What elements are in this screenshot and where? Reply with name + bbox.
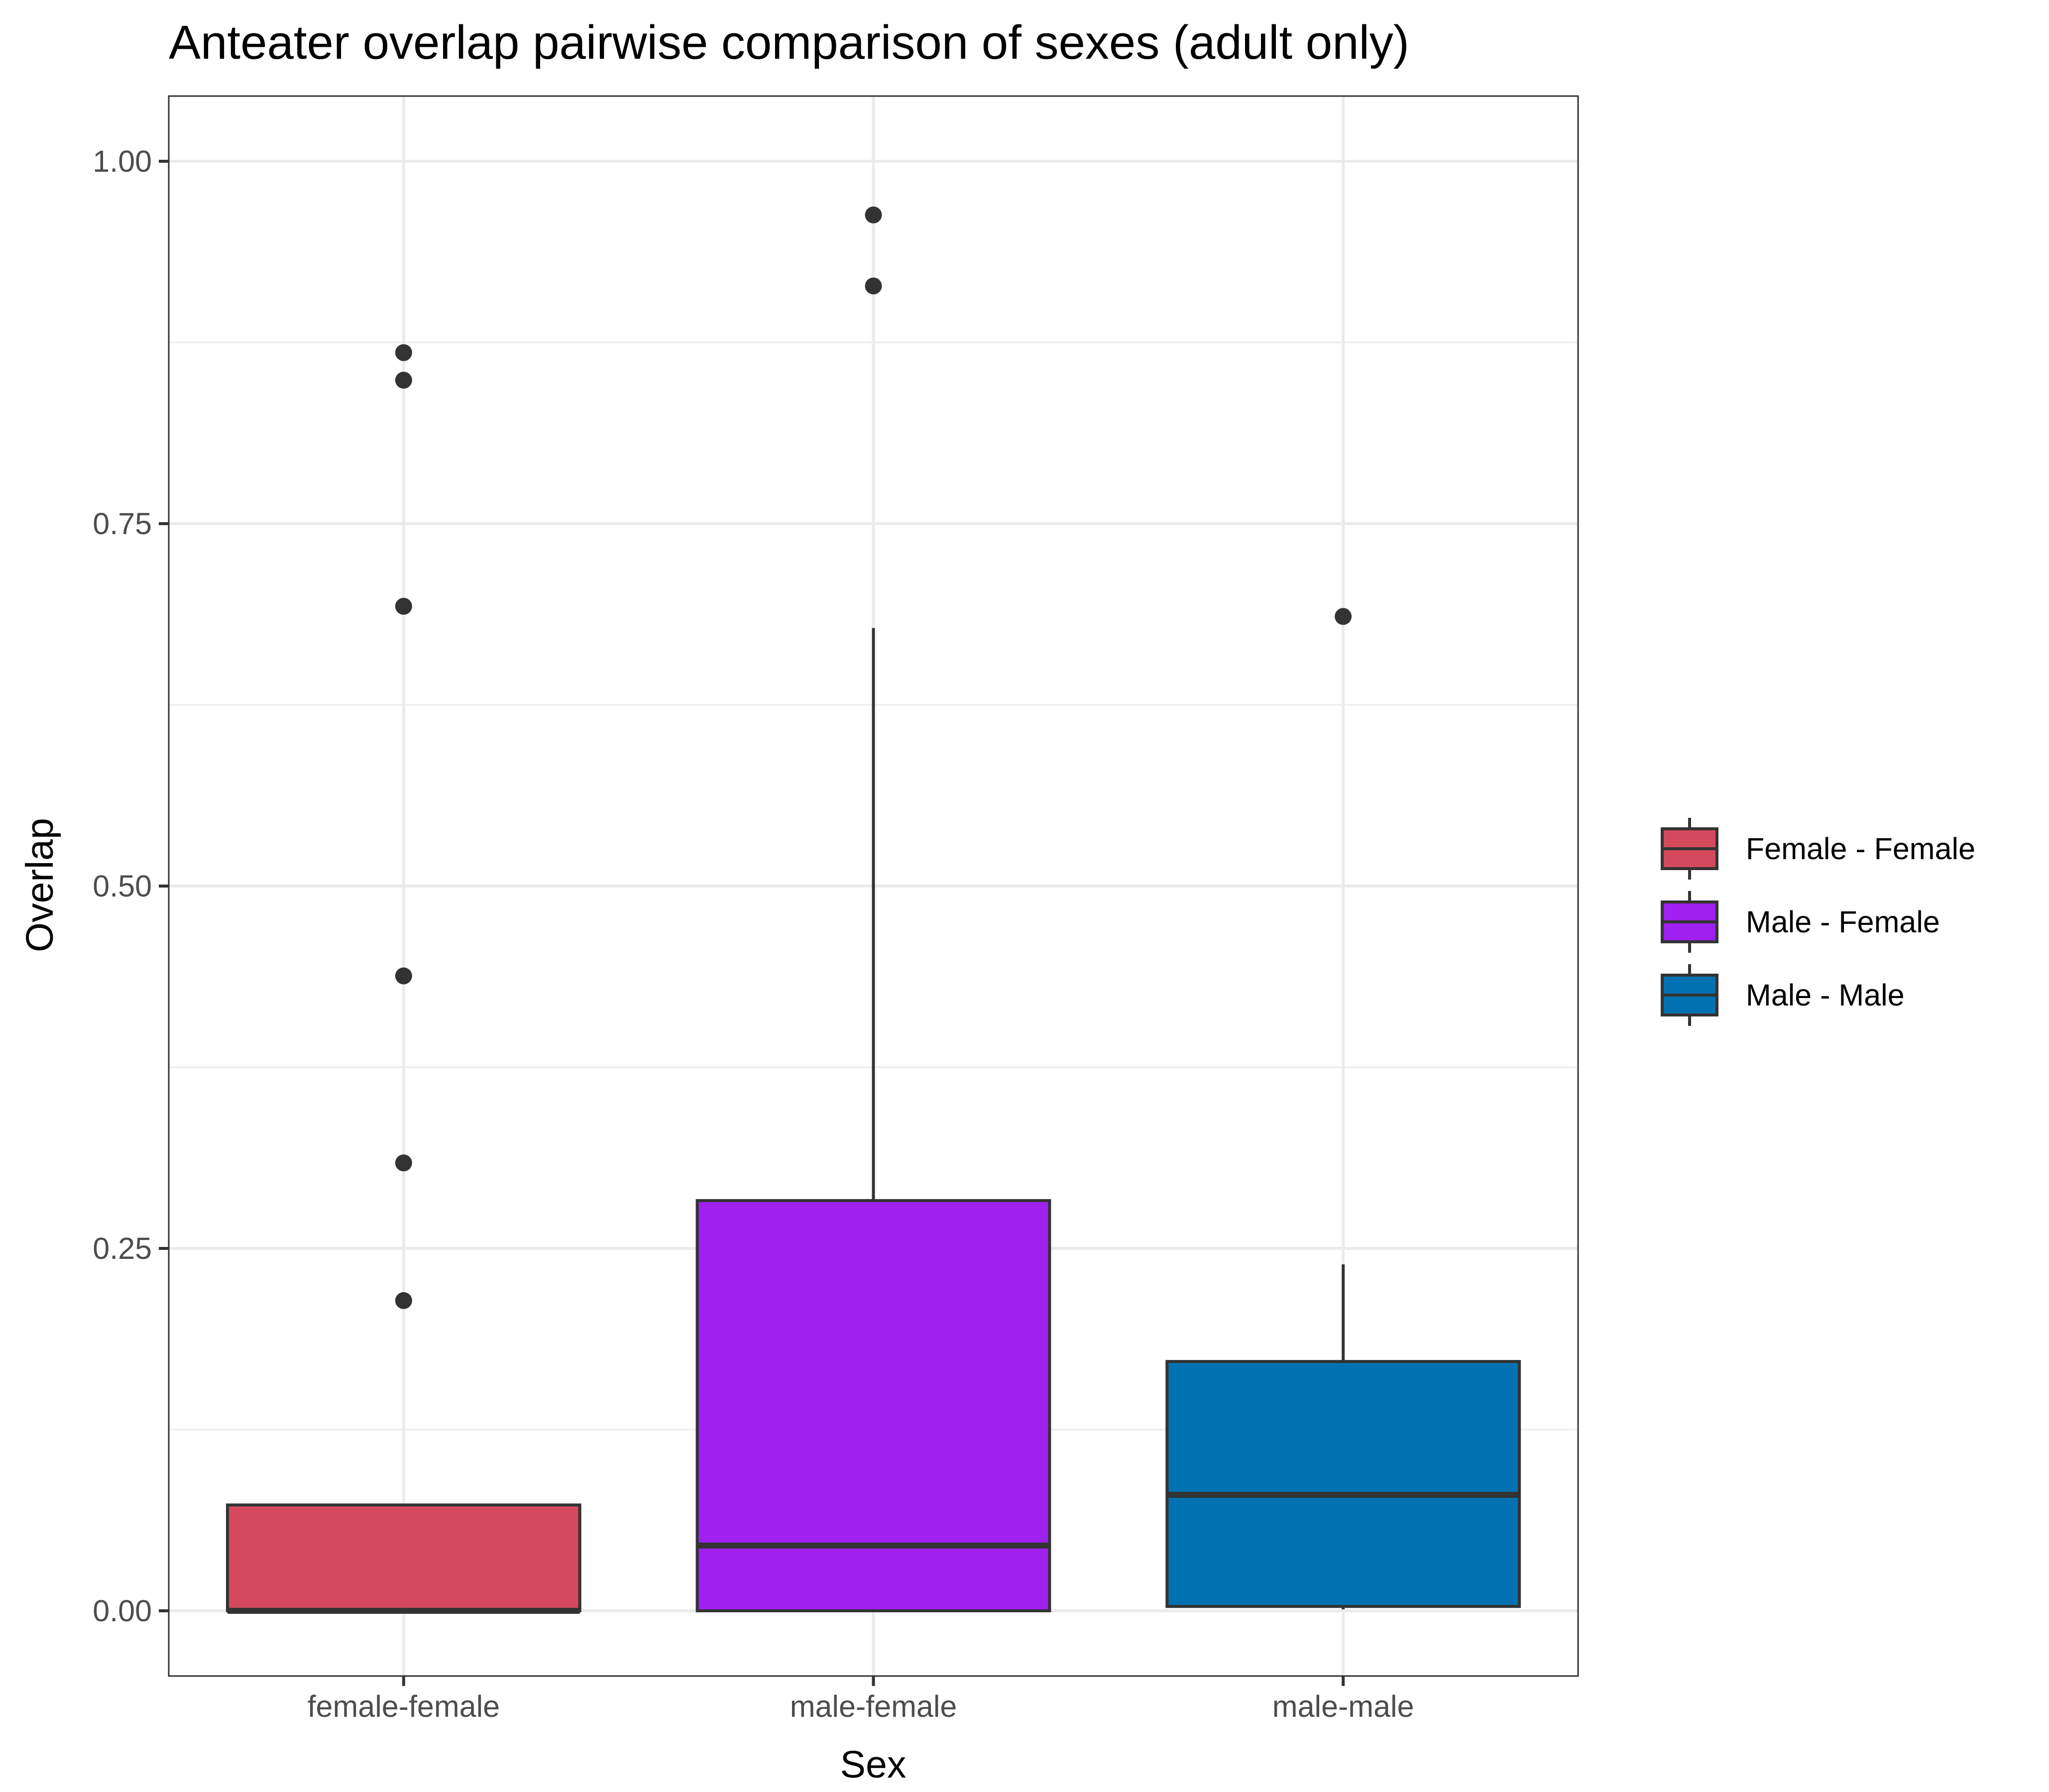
box-body — [226, 1503, 581, 1612]
outlier-point — [395, 371, 412, 389]
legend-label: Female - Female — [1746, 832, 1975, 866]
box-female-female — [226, 344, 581, 1614]
box-layer — [226, 206, 1521, 1614]
legend-label: Male - Female — [1746, 905, 1940, 939]
box-body — [1165, 1360, 1521, 1608]
outlier-point — [1335, 608, 1352, 625]
box-male-female — [695, 206, 1051, 1612]
box-male-male — [1165, 608, 1521, 1610]
box-body — [695, 1199, 1051, 1612]
legend-item-male-male: Male - Male — [1661, 964, 1905, 1026]
outlier-point — [395, 1154, 412, 1172]
axis-layer: 0.00 0.25 0.50 0.75 1.00 female-female male-fe… — [93, 144, 1414, 1723]
y-axis-title: Overlap — [18, 818, 61, 952]
chart-title: Anteater overlap pairwise comparison of … — [169, 16, 1409, 69]
x-axis-title: Sex — [840, 1743, 907, 1786]
x-tick-label: male-male — [1272, 1689, 1414, 1723]
legend-item-male-female: Male - Female — [1661, 891, 1940, 953]
x-tick-label: male-female — [790, 1689, 957, 1723]
outlier-point — [395, 597, 412, 615]
outlier-point — [395, 344, 412, 361]
legend-item-female-female: Female - Female — [1661, 818, 1975, 880]
y-tick-label: 1.00 — [93, 144, 152, 178]
legend: Female - Female Male - Female Male - Male — [1661, 818, 1975, 1026]
legend-label: Male - Male — [1746, 978, 1905, 1012]
y-tick-label: 0.25 — [93, 1232, 152, 1265]
outlier-point — [395, 1292, 412, 1309]
y-tick-label: 0.00 — [93, 1594, 152, 1628]
y-tick-label: 0.75 — [93, 507, 152, 541]
y-tick-label: 0.50 — [93, 869, 152, 903]
outlier-point — [395, 967, 412, 985]
outlier-point — [865, 206, 882, 224]
outlier-point — [865, 277, 882, 295]
x-tick-label: female-female — [308, 1689, 500, 1723]
